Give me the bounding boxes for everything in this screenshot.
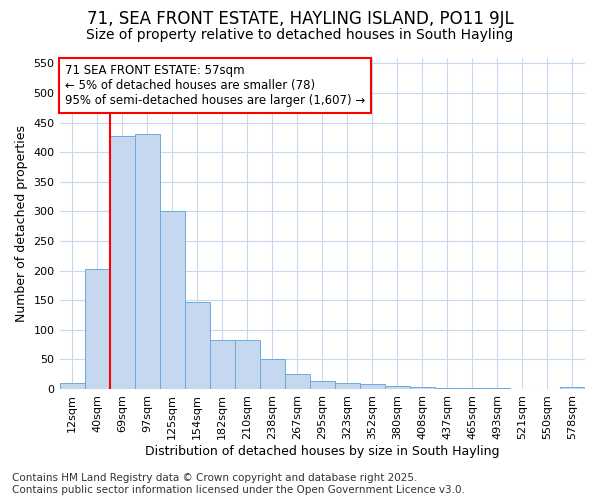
Bar — [460, 388, 485, 389]
Bar — [360, 384, 385, 389]
Bar — [385, 386, 410, 389]
Bar — [485, 388, 510, 389]
Text: 71 SEA FRONT ESTATE: 57sqm
← 5% of detached houses are smaller (78)
95% of semi-: 71 SEA FRONT ESTATE: 57sqm ← 5% of detac… — [65, 64, 365, 107]
Bar — [285, 374, 310, 389]
Bar — [560, 386, 585, 389]
Bar — [310, 382, 335, 389]
Bar — [59, 383, 85, 389]
Bar — [435, 388, 460, 389]
Bar — [160, 211, 185, 389]
Bar — [335, 383, 360, 389]
Bar — [110, 136, 134, 389]
Text: Contains HM Land Registry data © Crown copyright and database right 2025.
Contai: Contains HM Land Registry data © Crown c… — [12, 474, 465, 495]
Bar — [260, 360, 285, 389]
Y-axis label: Number of detached properties: Number of detached properties — [15, 125, 28, 322]
Text: 71, SEA FRONT ESTATE, HAYLING ISLAND, PO11 9JL: 71, SEA FRONT ESTATE, HAYLING ISLAND, PO… — [86, 10, 514, 28]
Bar — [209, 340, 235, 389]
Bar — [134, 134, 160, 389]
Bar — [185, 302, 209, 389]
Text: Size of property relative to detached houses in South Hayling: Size of property relative to detached ho… — [86, 28, 514, 42]
Bar — [85, 269, 110, 389]
X-axis label: Distribution of detached houses by size in South Hayling: Distribution of detached houses by size … — [145, 444, 500, 458]
Bar — [235, 340, 260, 389]
Bar — [410, 388, 435, 389]
